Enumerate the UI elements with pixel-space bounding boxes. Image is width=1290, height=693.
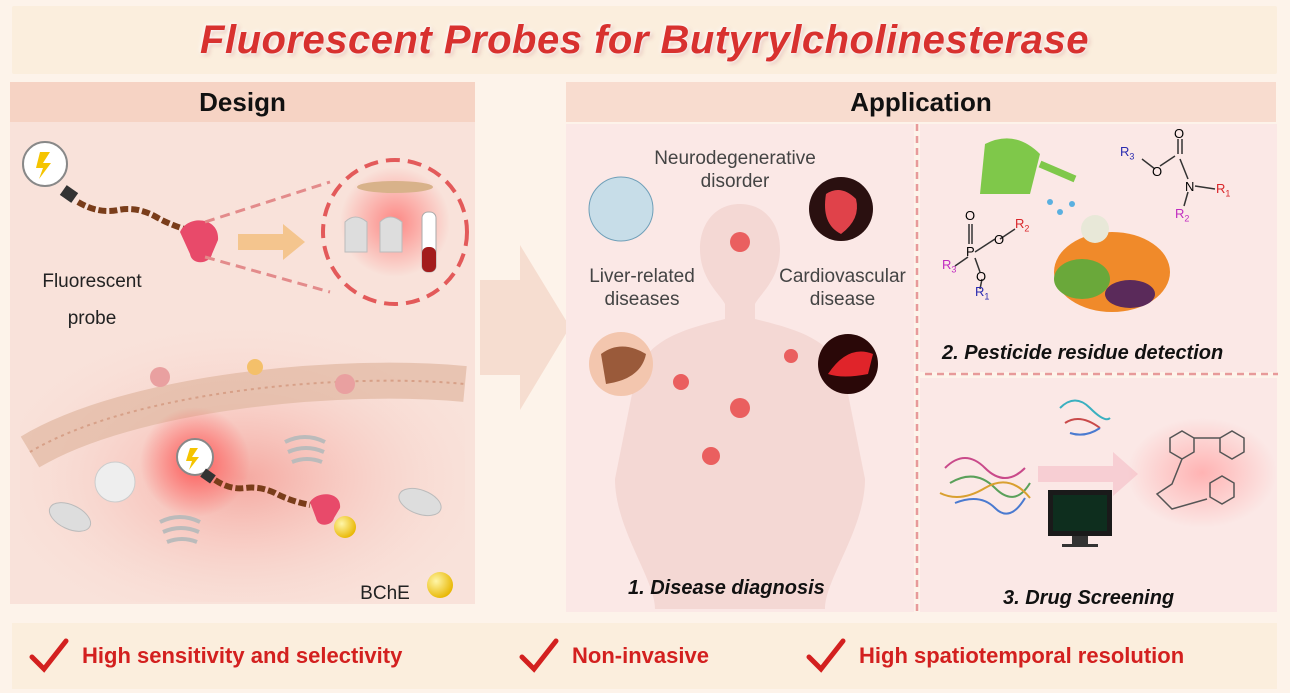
title-banner: Fluorescent Probes for Butyrylcholineste…: [12, 6, 1277, 74]
protein-crystal-icon: [1059, 399, 1111, 436]
mouse-icon: [344, 216, 403, 253]
screening-arrow-icon: [1038, 452, 1138, 496]
chem-p: P: [966, 244, 975, 259]
application-header: Application: [566, 82, 1276, 122]
receptor-icon: [335, 374, 355, 394]
chem-r3: R3: [942, 257, 957, 275]
design-header: Design: [10, 82, 475, 122]
organophosphate-structure: O P O O R2 R3 R1 R3 O O N R1 R2: [920, 124, 1277, 372]
page-title: Fluorescent Probes for Butyrylcholineste…: [200, 17, 1089, 62]
design-illustration: [20, 141, 469, 602]
neuro-label-line1: Neurodegenerative: [654, 148, 816, 169]
arrow-to-models: [238, 224, 305, 260]
bche-label: BChE: [360, 583, 410, 604]
drug-screening-illustration: [939, 399, 1277, 547]
feature-label: High sensitivity and selectivity: [82, 643, 403, 668]
mitochondria-icon: [398, 487, 442, 517]
neuron-icon: [588, 176, 654, 242]
golgi-icon: [284, 435, 326, 464]
pesticide-illustration: [954, 138, 1216, 312]
big-arrow-icon: [480, 245, 570, 410]
neuro-label: Neurodegenerative disorder: [630, 147, 840, 193]
molecule-structure-icon: [1155, 430, 1245, 510]
golgi-icon: [159, 515, 201, 544]
fluorescent-probe-illustration: [22, 141, 219, 263]
chem-r1: R1: [975, 284, 990, 302]
probe-label: Fluorescent probe: [32, 270, 152, 330]
chem-o: O: [994, 232, 1005, 247]
disease-illustration: [588, 176, 878, 609]
panel-dividers: [915, 124, 1278, 612]
receptor-icon: [150, 367, 170, 387]
feature-label: High spatiotemporal resolution: [859, 643, 1185, 668]
chem-r3: R3: [1120, 144, 1135, 162]
checkmark-icon: [806, 638, 846, 673]
receptor-icon: [247, 359, 263, 375]
chem-o: O: [1174, 126, 1185, 141]
feature-item: High sensitivity and selectivity: [29, 623, 403, 689]
chem-r1: R1: [1216, 181, 1231, 199]
drug-caption: 3. Drug Screening: [1003, 587, 1175, 609]
protein-structure-icon: [939, 457, 1031, 515]
liver-label-line2: diseases: [604, 289, 680, 310]
pesticide-caption: 2. Pesticide residue detection: [942, 342, 1224, 364]
features-bar: High sensitivity and selectivity Non-inv…: [12, 623, 1277, 689]
chem-r2: R2: [1175, 206, 1190, 224]
probe-label-line2: probe: [67, 308, 117, 329]
feature-item: High spatiotemporal resolution: [806, 623, 1185, 689]
vesicle-icon: [94, 461, 136, 503]
watering-can-icon: [980, 138, 1040, 194]
mitochondria-icon: [48, 502, 92, 532]
bche-ball-icon: [427, 572, 453, 598]
cardio-label-line1: Cardiovascular: [779, 266, 906, 287]
chem-o: O: [1152, 164, 1163, 179]
chem-o: O: [976, 269, 987, 284]
cardio-label-line2: disease: [809, 289, 876, 310]
zebrafish-icon: [357, 181, 433, 193]
cardio-label: Cardiovascular disease: [765, 265, 920, 311]
feature-item: Non-invasive: [519, 623, 709, 689]
probe-in-cell: [176, 438, 356, 538]
chem-n: N: [1185, 179, 1195, 194]
liver-label: Liver-related diseases: [572, 265, 712, 311]
chem-o: O: [965, 208, 976, 223]
chem-r2: R2: [1015, 216, 1030, 234]
checkmark-icon: [29, 638, 69, 673]
model-ring: [321, 158, 469, 306]
feature-label: Non-invasive: [572, 643, 709, 668]
liver-label-line1: Liver-related: [589, 266, 695, 287]
probe-label-line1: Fluorescent: [42, 271, 142, 292]
disease-caption: 1. Disease diagnosis: [628, 577, 825, 599]
neuro-label-line2: disorder: [700, 171, 770, 192]
checkmark-icon: [519, 638, 559, 673]
